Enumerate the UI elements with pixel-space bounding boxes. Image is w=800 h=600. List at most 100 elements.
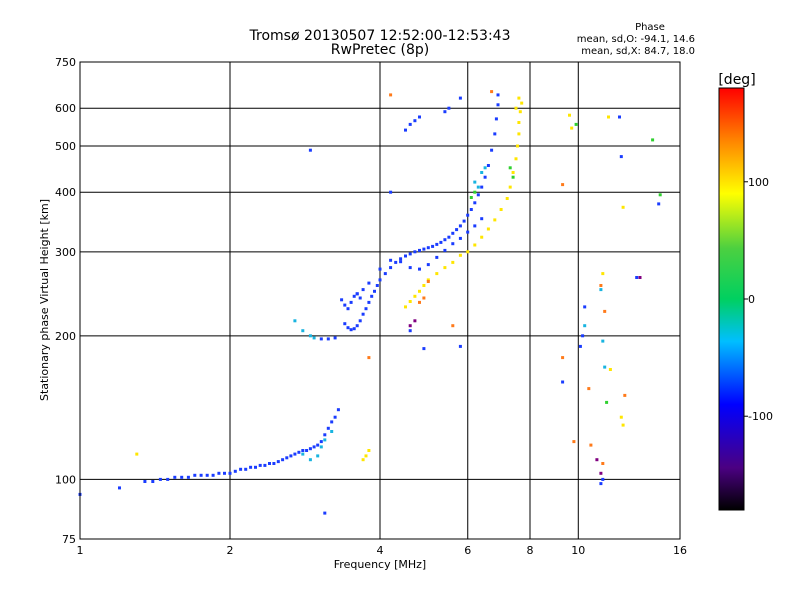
- data-point: [297, 450, 301, 454]
- data-point: [480, 171, 484, 174]
- data-point: [249, 465, 253, 469]
- data-point: [599, 482, 603, 486]
- data-point: [508, 185, 512, 189]
- data-point: [520, 101, 524, 105]
- data-point: [517, 121, 521, 124]
- data-point: [408, 122, 412, 126]
- data-point: [458, 96, 462, 100]
- data-point: [578, 344, 582, 348]
- data-point: [193, 473, 197, 477]
- data-point: [480, 217, 484, 221]
- data-point: [375, 284, 379, 287]
- colorbar-label: [deg]: [718, 72, 755, 88]
- y-tick-label: 75: [62, 533, 76, 546]
- y-axis-label: Stationary phase Virtual Height [km]: [38, 199, 51, 401]
- data-point: [323, 511, 327, 515]
- y-tick-label: 750: [55, 56, 76, 69]
- data-point: [458, 224, 462, 228]
- data-point: [205, 473, 209, 477]
- data-point: [118, 486, 121, 490]
- data-point: [451, 242, 455, 246]
- data-point: [367, 281, 371, 285]
- data-point: [364, 307, 368, 311]
- data-point: [413, 119, 417, 123]
- data-point: [151, 480, 155, 483]
- data-point: [326, 426, 330, 430]
- x-tick-label: 1: [77, 544, 84, 557]
- data-point: [367, 300, 371, 304]
- data-point: [272, 462, 276, 465]
- data-point: [413, 250, 417, 254]
- data-point: [443, 248, 447, 252]
- data-point: [483, 166, 487, 170]
- data-point: [367, 356, 371, 360]
- data-point: [583, 324, 587, 328]
- data-point: [333, 336, 337, 340]
- data-point: [330, 430, 334, 433]
- data-point: [493, 132, 497, 136]
- data-point: [623, 393, 627, 397]
- data-point: [199, 473, 203, 477]
- data-point: [619, 155, 623, 159]
- data-point: [268, 462, 271, 465]
- data-point: [439, 240, 443, 244]
- data-point: [599, 284, 603, 287]
- data-point: [458, 253, 462, 257]
- data-point: [473, 243, 477, 247]
- data-point: [355, 324, 359, 328]
- data-point: [361, 458, 365, 462]
- data-point: [480, 185, 484, 189]
- data-point: [293, 452, 297, 456]
- data-point: [301, 449, 305, 452]
- data-point: [618, 115, 621, 119]
- data-point: [326, 337, 330, 341]
- data-point: [389, 266, 393, 270]
- data-point: [413, 319, 417, 323]
- y-tick-label: 300: [55, 246, 76, 259]
- y-tick-label: 600: [55, 102, 76, 115]
- data-point: [301, 329, 305, 333]
- data-point: [239, 467, 243, 471]
- data-point: [308, 458, 312, 462]
- x-tick-label: 2: [227, 544, 234, 557]
- data-point: [301, 452, 305, 456]
- data-point: [486, 227, 490, 231]
- data-point: [211, 473, 215, 477]
- data-point: [418, 289, 421, 293]
- data-point: [621, 205, 625, 209]
- data-point: [486, 164, 490, 167]
- colorbar: [718, 87, 745, 511]
- data-point: [343, 303, 347, 307]
- data-point: [601, 272, 605, 276]
- data-point: [473, 180, 477, 184]
- data-point: [399, 260, 403, 264]
- data-point: [638, 276, 642, 279]
- data-point: [473, 190, 477, 194]
- data-point: [587, 387, 591, 391]
- data-point: [378, 267, 382, 271]
- data-point: [217, 471, 221, 475]
- data-point: [635, 276, 639, 279]
- x-tick-label: 6: [464, 544, 471, 557]
- data-point: [308, 148, 312, 152]
- data-point: [408, 324, 412, 328]
- plot-frame: [79, 61, 681, 540]
- data-point: [601, 477, 605, 481]
- data-point: [340, 298, 344, 302]
- data-point: [599, 471, 603, 475]
- data-point: [508, 166, 512, 170]
- data-point: [469, 196, 473, 199]
- data-point: [418, 267, 421, 271]
- data-point: [572, 440, 576, 444]
- data-point: [505, 197, 509, 200]
- data-point: [316, 454, 320, 458]
- data-point: [349, 300, 353, 304]
- data-point: [349, 328, 353, 332]
- data-point: [621, 423, 625, 427]
- data-point: [599, 288, 603, 292]
- data-point: [462, 219, 466, 223]
- legend-title: Phase: [635, 22, 665, 33]
- data-point: [404, 128, 407, 132]
- data-point: [517, 96, 521, 100]
- data-point: [244, 467, 248, 471]
